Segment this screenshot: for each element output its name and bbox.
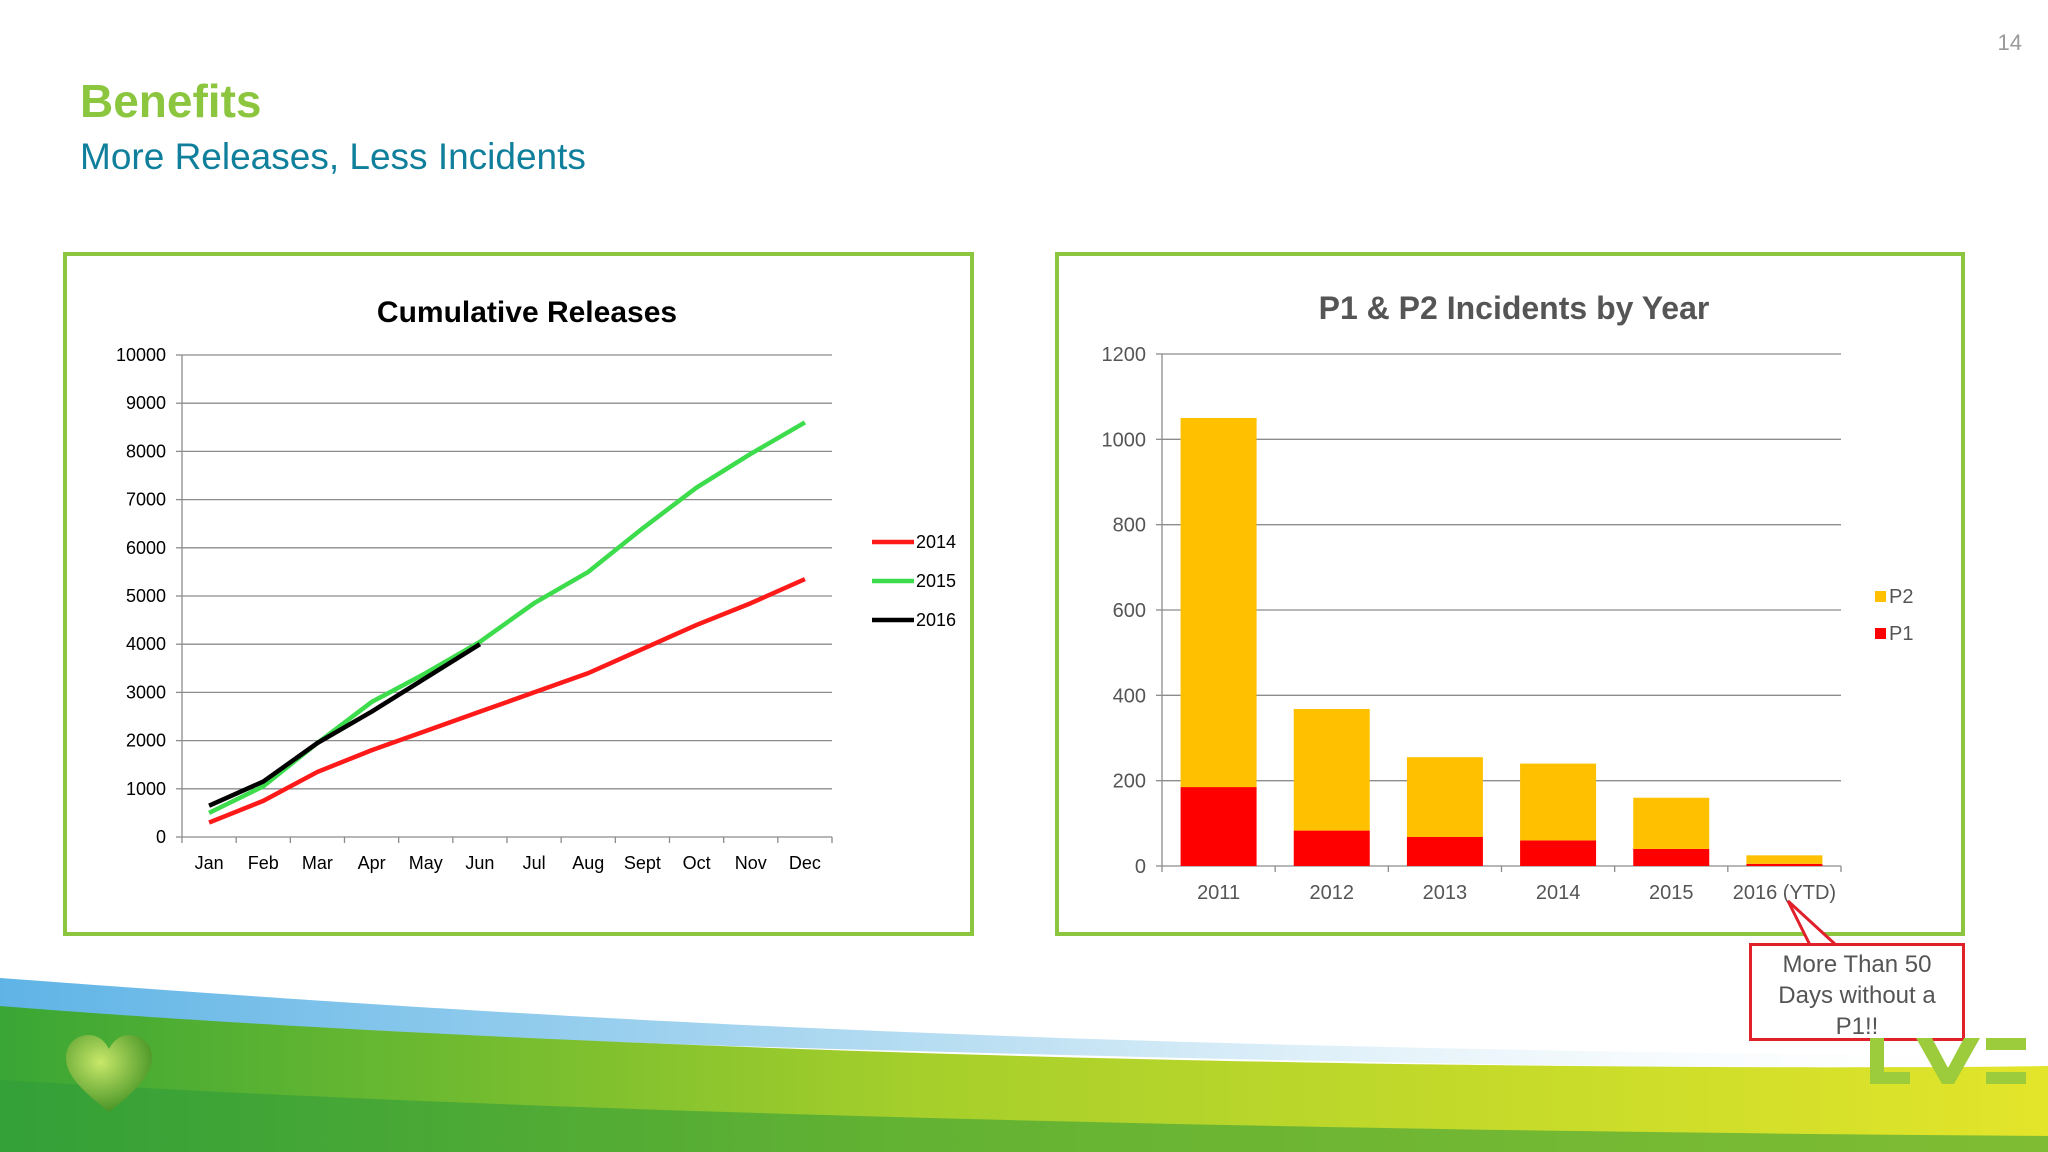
slide-title: Benefits bbox=[80, 75, 262, 127]
series-line-2016 bbox=[208, 642, 482, 808]
green-heart-icon bbox=[66, 1035, 152, 1112]
bar-P1-2014 bbox=[1520, 840, 1597, 866]
bar-P1-2013 bbox=[1406, 836, 1483, 866]
x-tick-label: Jan bbox=[195, 853, 224, 873]
bar-P2-2011 bbox=[1180, 418, 1257, 788]
footer-swoosh bbox=[0, 978, 2048, 1152]
x-tick-label: Mar bbox=[302, 853, 333, 873]
callout-line-3: P1!! bbox=[1835, 1013, 1879, 1040]
y-tick-label: 3000 bbox=[126, 682, 166, 702]
y-tick-label: 400 bbox=[1113, 685, 1146, 707]
bar-P1-2016 (YTD) bbox=[1746, 863, 1823, 866]
x-tick-label: Jun bbox=[465, 853, 494, 873]
bar-P1-2011 bbox=[1180, 787, 1257, 866]
callout-line-1: More Than 50 bbox=[1782, 951, 1932, 978]
y-tick-label: 5000 bbox=[126, 586, 166, 606]
legend-label-2015: 2015 bbox=[916, 571, 956, 591]
y-tick-label: 800 bbox=[1113, 515, 1146, 537]
bar-P1-2012 bbox=[1293, 830, 1370, 866]
y-tick-label: 0 bbox=[156, 827, 166, 847]
x-tick-label: 2012 bbox=[1310, 882, 1355, 904]
legend-label-P1: P1 bbox=[1889, 623, 1913, 645]
y-tick-label: 7000 bbox=[126, 490, 166, 510]
legend-swatch-P1 bbox=[1875, 628, 1886, 639]
chart-title: Cumulative Releases bbox=[377, 296, 677, 329]
x-tick-label: Jul bbox=[523, 853, 546, 873]
legend-label-2014: 2014 bbox=[916, 532, 956, 552]
callout-box: More Than 50 Days without a P1!! bbox=[1749, 943, 1965, 1041]
y-tick-label: 200 bbox=[1113, 771, 1146, 793]
y-tick-label: 9000 bbox=[126, 393, 166, 413]
legend-label-2016: 2016 bbox=[916, 610, 956, 630]
y-tick-label: 0 bbox=[1135, 856, 1146, 878]
y-tick-label: 4000 bbox=[126, 634, 166, 654]
y-tick-label: 8000 bbox=[126, 441, 166, 461]
x-tick-label: Apr bbox=[358, 853, 386, 873]
x-tick-label: 2013 bbox=[1423, 882, 1468, 904]
x-tick-label: 2015 bbox=[1649, 882, 1694, 904]
x-tick-label: Oct bbox=[683, 853, 711, 873]
bar-P2-2012 bbox=[1293, 708, 1370, 831]
x-tick-label: Sept bbox=[624, 853, 661, 873]
y-tick-label: 2000 bbox=[126, 731, 166, 751]
bar-P2-2013 bbox=[1406, 757, 1483, 837]
y-tick-label: 1000 bbox=[126, 779, 166, 799]
incidents-panel: P1 & P2 Incidents by Year 0 200 400 600 800 10… bbox=[1055, 252, 1965, 936]
legend-swatch-P2 bbox=[1875, 591, 1886, 602]
x-tick-label: Dec bbox=[789, 853, 821, 873]
cumulative-releases-panel: Cumulative Releases 0 1000 2000 3000 4000 5000… bbox=[63, 252, 974, 936]
callout-line-2: Days without a bbox=[1778, 982, 1936, 1009]
series-line-2014 bbox=[208, 577, 806, 825]
chart-title: P1 & P2 Incidents by Year bbox=[1319, 290, 1710, 326]
incidents-by-year-chart: P1 & P2 Incidents by Year 0 200 400 600 800 10… bbox=[1102, 290, 1914, 904]
x-tick-label: Aug bbox=[572, 853, 604, 873]
y-tick-label: 1000 bbox=[1102, 429, 1147, 451]
x-tick-label: Feb bbox=[248, 853, 279, 873]
y-tick-label: 1200 bbox=[1102, 344, 1147, 366]
y-tick-label: 10000 bbox=[116, 345, 166, 365]
bar-P2-2014 bbox=[1520, 763, 1597, 841]
slide-subtitle: More Releases, Less Incidents bbox=[80, 136, 586, 177]
bar-P1-2015 bbox=[1633, 848, 1710, 866]
y-tick-label: 600 bbox=[1113, 600, 1146, 622]
x-tick-label: 2016 (YTD) bbox=[1733, 882, 1836, 904]
x-tick-label: May bbox=[409, 853, 443, 873]
y-tick-label: 6000 bbox=[126, 538, 166, 558]
cumulative-releases-chart: Cumulative Releases 0 1000 2000 3000 4000 5000… bbox=[116, 296, 956, 873]
x-tick-label: 2011 bbox=[1197, 882, 1240, 904]
legend-label-P2: P2 bbox=[1889, 586, 1913, 608]
x-tick-label: Nov bbox=[735, 853, 767, 873]
bar-P2-2016 (YTD) bbox=[1746, 855, 1823, 864]
bar-P2-2015 bbox=[1633, 797, 1710, 849]
slide-number: 14 bbox=[1997, 30, 2022, 55]
x-tick-label: 2014 bbox=[1536, 882, 1581, 904]
lv-logo-icon bbox=[1870, 1038, 2026, 1084]
